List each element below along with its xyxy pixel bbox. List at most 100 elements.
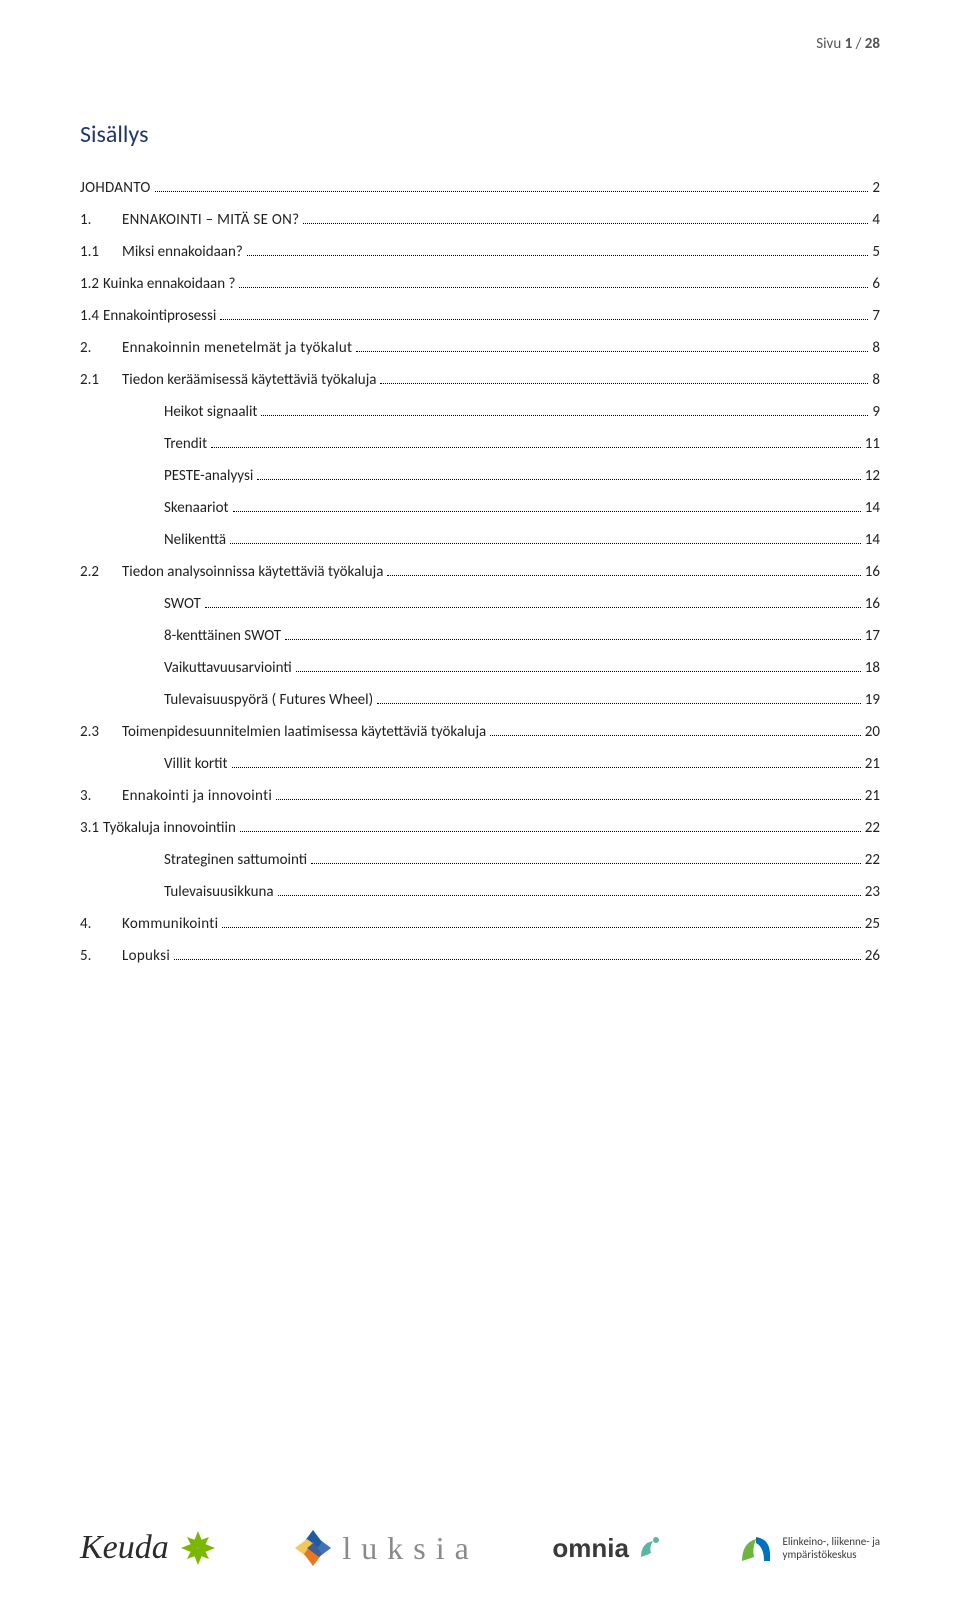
toc-entry: Skenaariot14 bbox=[80, 499, 880, 517]
toc-leader bbox=[311, 863, 861, 864]
toc-entry-text: Villit kortit bbox=[164, 755, 228, 773]
toc-leader bbox=[380, 383, 868, 384]
toc-entry-page: 25 bbox=[865, 915, 880, 933]
keuda-logo-text: Keuda bbox=[80, 1529, 169, 1567]
toc-entry-page: 2 bbox=[872, 179, 880, 197]
toc-leader bbox=[387, 575, 860, 576]
toc-entry-text: Kommunikointi bbox=[122, 915, 218, 933]
toc-entry-page: 20 bbox=[865, 723, 880, 741]
ely-logo-line2: ympäristökeskus bbox=[782, 1548, 880, 1561]
toc-entry: 2.Ennakoinnin menetelmät ja työkalut 8 bbox=[80, 339, 880, 357]
toc-entry-page: 12 bbox=[865, 467, 880, 485]
toc-entry-text: Työkaluja innovointiin bbox=[103, 819, 236, 837]
toc-entry-page: 26 bbox=[865, 947, 880, 965]
omnia-logo: omnia bbox=[552, 1533, 663, 1564]
toc-entry-number: 1.1 bbox=[80, 243, 122, 261]
toc-leader bbox=[230, 543, 861, 544]
toc-leader bbox=[278, 895, 861, 896]
toc-leader bbox=[174, 959, 861, 960]
toc-entry-page: 18 bbox=[865, 659, 880, 677]
toc-entry-number: 2. bbox=[80, 339, 122, 357]
toc-title: Sisällys bbox=[80, 120, 880, 149]
toc-entry-page: 19 bbox=[865, 691, 880, 709]
toc-entry-number: 5. bbox=[80, 947, 122, 965]
toc-entry: Villit kortit 21 bbox=[80, 755, 880, 773]
toc-entry-text: Ennakointi ja innovointi bbox=[122, 787, 272, 805]
luksia-logo: luksia bbox=[292, 1527, 478, 1569]
toc-entry-text: SWOT bbox=[164, 595, 201, 613]
toc-leader bbox=[205, 607, 861, 608]
toc-entry: 3.Ennakointi ja innovointi 21 bbox=[80, 787, 880, 805]
toc-leader bbox=[211, 447, 861, 448]
page-number-prefix: Sivu bbox=[816, 35, 844, 53]
toc-leader bbox=[276, 799, 861, 800]
toc-entry-text: Miksi ennakoidaan? bbox=[122, 243, 243, 261]
toc-entry-text: Ennakoinnin menetelmät ja työkalut bbox=[122, 339, 352, 357]
toc-entry: 2.2Tiedon analysoinnissa käytettäviä työ… bbox=[80, 563, 880, 581]
toc-entry: 5.Lopuksi 26 bbox=[80, 947, 880, 965]
toc-entry-page: 7 bbox=[872, 307, 880, 325]
toc-entry-page: 16 bbox=[865, 595, 880, 613]
toc-entry-number: 2.3 bbox=[80, 723, 122, 741]
toc-entry-text: Tiedon keräämisessä käytettäviä työkaluj… bbox=[122, 371, 376, 389]
toc-entry-page: 21 bbox=[865, 787, 880, 805]
toc-entry-text: Skenaariot bbox=[164, 499, 229, 517]
toc-entry-page: 8 bbox=[872, 339, 880, 357]
toc-entry-text: Lopuksi bbox=[122, 947, 170, 965]
toc-list: JOHDANTO 2 1.ENNAKOINTI – MITÄ SE ON? 4 1.1M… bbox=[80, 179, 880, 965]
toc-entry-page: 11 bbox=[865, 435, 880, 453]
toc-leader bbox=[303, 223, 868, 224]
omnia-logo-text: omnia bbox=[552, 1533, 629, 1564]
toc-entry: Tulevaisuusikkuna 23 bbox=[80, 883, 880, 901]
toc-leader bbox=[285, 639, 861, 640]
toc-entry: 1.2Kuinka ennakoidaan ? 6 bbox=[80, 275, 880, 293]
toc-entry-number: 2.2 bbox=[80, 563, 122, 581]
toc-entry-number: 1.4 bbox=[80, 307, 99, 325]
toc-entry-number: 1.2 bbox=[80, 275, 99, 293]
toc-leader bbox=[377, 703, 861, 704]
toc-entry-text: ENNAKOINTI – MITÄ SE ON? bbox=[122, 211, 299, 229]
toc-entry: Tulevaisuuspyörä ( Futures Wheel)19 bbox=[80, 691, 880, 709]
toc-entry-page: 22 bbox=[865, 851, 880, 869]
toc-entry: 2.3Toimenpidesuunnitelmien laatimisessa … bbox=[80, 723, 880, 741]
toc-entry-number: 3. bbox=[80, 787, 122, 805]
toc-entry-page: 14 bbox=[865, 531, 880, 549]
page-number-total: 28 bbox=[865, 35, 880, 53]
ely-logo-line1: Elinkeino-, liikenne- ja bbox=[782, 1535, 880, 1548]
toc-entry-text: Tulevaisuusikkuna bbox=[164, 883, 274, 901]
toc-entry: SWOT 16 bbox=[80, 595, 880, 613]
footer-logos: Keuda luksia omnia bbox=[80, 1527, 880, 1569]
toc-entry-page: 17 bbox=[865, 627, 880, 645]
toc-entry: PESTE-analyysi12 bbox=[80, 467, 880, 485]
toc-entry: 1.1Miksi ennakoidaan?5 bbox=[80, 243, 880, 261]
toc-entry-page: 6 bbox=[872, 275, 880, 293]
toc-leader bbox=[356, 351, 868, 352]
toc-entry-text: Kuinka ennakoidaan ? bbox=[103, 275, 235, 293]
toc-leader bbox=[261, 415, 868, 416]
toc-leader bbox=[220, 319, 868, 320]
toc-entry-text: 8-kenttäinen SWOT bbox=[164, 627, 281, 645]
toc-entry: Strateginen sattumointi 22 bbox=[80, 851, 880, 869]
toc-entry-page: 23 bbox=[865, 883, 880, 901]
toc-entry-number: 3.1 bbox=[80, 819, 99, 837]
toc-entry: Trendit11 bbox=[80, 435, 880, 453]
toc-entry: 2.1Tiedon keräämisessä käytettäviä työka… bbox=[80, 371, 880, 389]
toc-entry-text: JOHDANTO bbox=[80, 179, 151, 197]
toc-leader bbox=[233, 511, 861, 512]
toc-entry-text: Vaikuttavuusarviointi bbox=[164, 659, 292, 677]
toc-entry-page: 21 bbox=[865, 755, 880, 773]
toc-entry-number: 1. bbox=[80, 211, 122, 229]
page-number: Sivu 1 / 28 bbox=[816, 35, 880, 53]
toc-leader bbox=[296, 671, 861, 672]
toc-entry-text: Strateginen sattumointi bbox=[164, 851, 307, 869]
toc-leader bbox=[490, 735, 861, 736]
toc-entry-text: Tiedon analysoinnissa käytettäviä työkal… bbox=[122, 563, 383, 581]
toc-entry: Vaikuttavuusarviointi 18 bbox=[80, 659, 880, 677]
toc-entry-text: Heikot signaalit bbox=[164, 403, 257, 421]
toc-leader bbox=[257, 479, 861, 480]
toc-entry: 8-kenttäinen SWOT 17 bbox=[80, 627, 880, 645]
toc-leader bbox=[232, 767, 861, 768]
toc-entry-number: 4. bbox=[80, 915, 122, 933]
toc-entry-text: Toimenpidesuunnitelmien laatimisessa käy… bbox=[122, 723, 486, 741]
toc-entry-page: 4 bbox=[872, 211, 880, 229]
